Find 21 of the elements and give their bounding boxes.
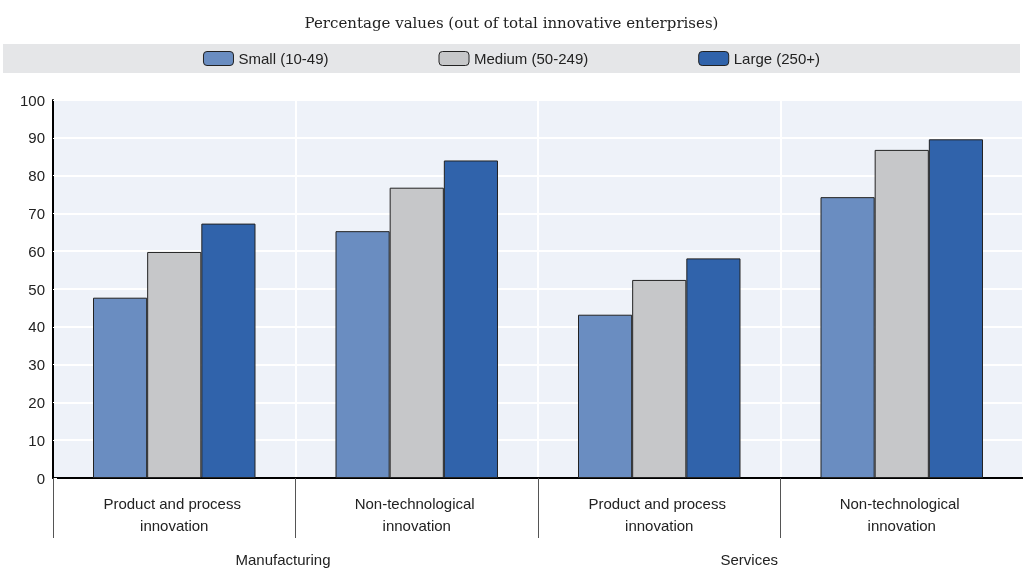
y-tick-label: 40 [28, 318, 45, 336]
y-tick-label: 50 [28, 280, 45, 298]
y-tick-label: 30 [28, 356, 45, 374]
x-tick-label: Non-technological innovation [839, 494, 964, 534]
x-tick-label: Product and process innovation [103, 494, 246, 534]
y-tick-label: 10 [28, 431, 45, 449]
legend-label: Small (10-49) [238, 50, 329, 67]
y-tick-label: 0 [36, 469, 45, 487]
x-tick-label: Non-technological innovation [354, 494, 479, 534]
legend-label: Large (250+) [733, 50, 821, 67]
chart-title: Percentage values (out of total innovative enterprises) [304, 13, 719, 32]
y-tick-label: 90 [28, 129, 45, 147]
y-tick-label: 60 [28, 242, 45, 260]
y-tick-label: 80 [28, 167, 45, 185]
text: Services [720, 551, 779, 568]
legend-label: Medium (50-249) [474, 50, 589, 67]
x-tick-label: Product and process innovation [588, 494, 731, 534]
text: Manufacturing [235, 551, 331, 568]
y-tick-label: 100 [19, 91, 45, 109]
y-tick-label: 20 [28, 393, 45, 411]
y-tick-label: 70 [28, 204, 45, 222]
